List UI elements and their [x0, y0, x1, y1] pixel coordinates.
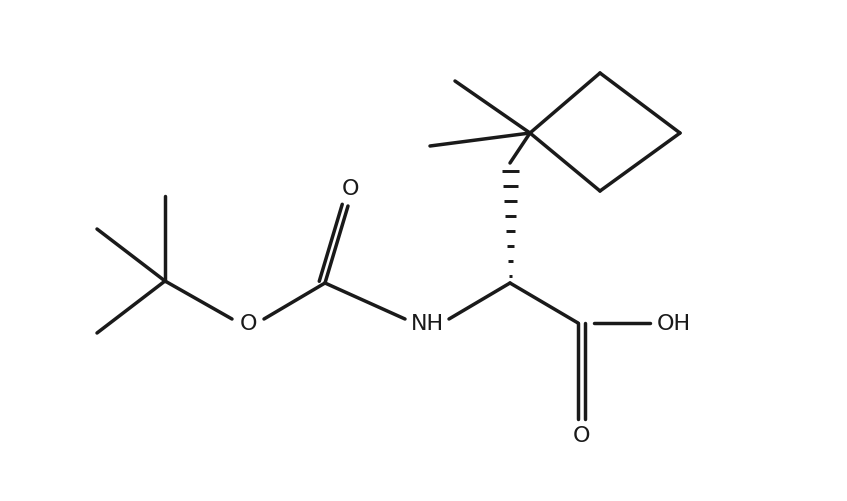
Text: OH: OH [657, 313, 691, 333]
Text: NH: NH [411, 313, 444, 333]
Text: O: O [239, 313, 257, 333]
Text: O: O [573, 425, 590, 445]
Text: O: O [341, 179, 359, 198]
